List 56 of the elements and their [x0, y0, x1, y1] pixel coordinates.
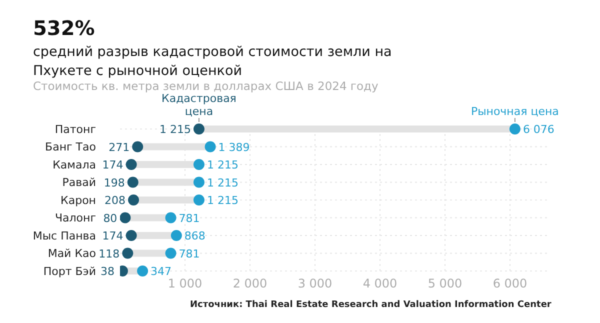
y-tick-label: Май Као: [48, 247, 96, 260]
point: [127, 176, 138, 188]
series-label: Рыночная цена: [470, 105, 559, 118]
chart-subtitle: средний разрыв кадастровой стоимости земли на Пхукете с рыночной оценкой: [33, 43, 393, 81]
point: [132, 141, 144, 152]
y-tick-label: Равай: [62, 176, 96, 190]
point: [126, 230, 137, 241]
data-label: 6 076: [522, 123, 554, 136]
y-tick-label: Чалонг: [54, 212, 96, 225]
point: [193, 194, 204, 206]
chart-title: 532%: [33, 16, 95, 40]
text: Стоимость кв. метра земли в долларах США в 2024 году: [33, 79, 378, 93]
point: [120, 212, 131, 224]
point: [165, 248, 176, 259]
x-tick-label: 2 000: [232, 276, 268, 291]
y-tick-label: Карон: [60, 194, 96, 207]
data-label: 781: [178, 247, 200, 260]
data-label: 781: [178, 212, 200, 225]
data-label: 38: [100, 265, 114, 278]
point: [165, 212, 176, 224]
data-label: 1 215: [206, 158, 238, 172]
data-label: 80: [103, 212, 118, 225]
data-label: 1 215: [206, 176, 238, 190]
point: [170, 230, 182, 241]
data-label: 1 215: [159, 123, 191, 136]
data-label: 118: [98, 247, 120, 260]
y-tick-label: Порт Бэй: [43, 264, 96, 278]
y-tick-label: Мыс Панва: [32, 229, 96, 242]
y-tick-label: Патонг: [54, 122, 96, 136]
point: [126, 159, 137, 170]
data-label: 174: [102, 230, 124, 242]
text: Источник: Thai Real Estate Research and Valuation Information Center: [190, 300, 552, 310]
y-tick-label: Камала: [52, 158, 96, 172]
x-tick-label: 5 000: [428, 276, 462, 291]
data-label: 1 215: [206, 194, 238, 207]
x-tick-label: 6 000: [492, 276, 528, 291]
data-label: 868: [184, 230, 206, 242]
y-tick-label: Банг Тао: [45, 140, 96, 154]
point: [509, 124, 520, 134]
data-label: 347: [150, 265, 172, 278]
data-label: 198: [104, 176, 125, 190]
point: [204, 141, 216, 152]
data-label: 208: [104, 194, 126, 207]
x-tick-label: 4 000: [362, 276, 398, 291]
data-label: 1 389: [218, 140, 250, 154]
point: [128, 194, 140, 206]
point: [193, 159, 204, 170]
point: [122, 248, 134, 259]
point: [193, 124, 204, 134]
x-tick-label: 3 000: [298, 276, 332, 291]
series-label: Кадастровая цена: [162, 92, 236, 118]
x-tick-label: 1 000: [168, 276, 202, 291]
data-label: 271: [108, 140, 130, 154]
data-label: 174: [102, 158, 124, 172]
point: [193, 176, 204, 188]
point: [137, 266, 148, 276]
